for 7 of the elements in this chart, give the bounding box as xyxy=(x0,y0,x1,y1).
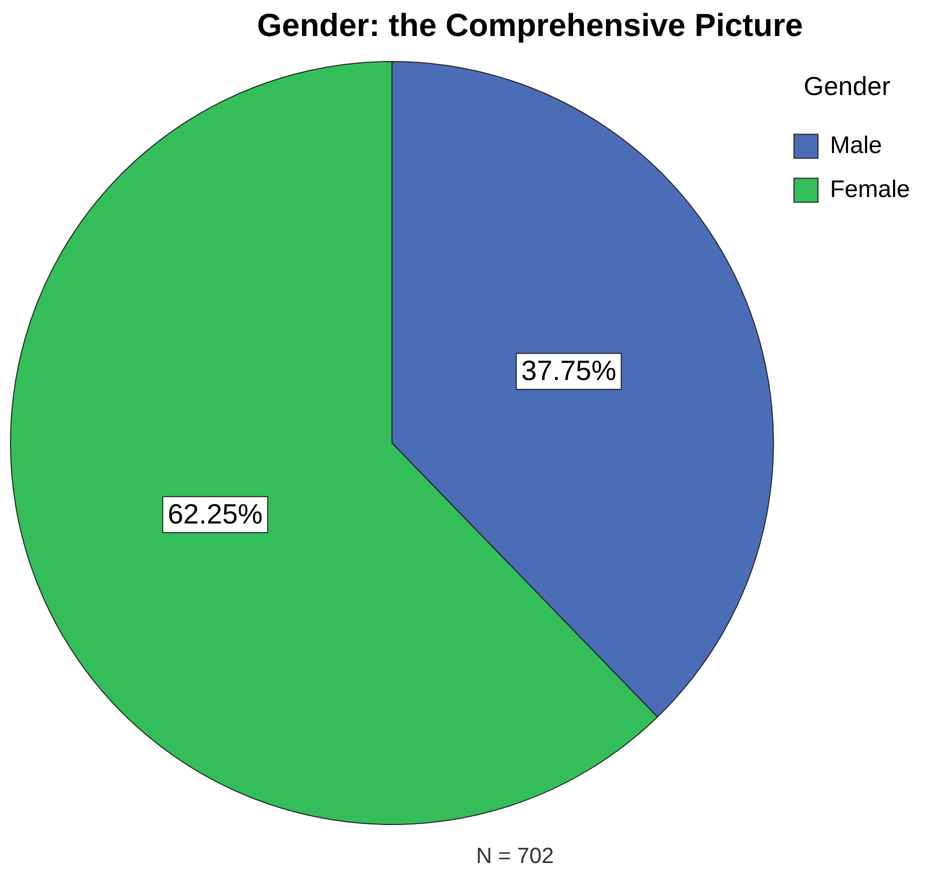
chart-title: Gender: the Comprehensive Picture xyxy=(256,6,804,44)
data-label: 62.25% xyxy=(168,498,263,530)
legend-title: Gender xyxy=(804,71,891,102)
text: N = 702 xyxy=(475,842,555,870)
legend-label: Male xyxy=(830,132,882,159)
legend-label: Female xyxy=(830,176,910,203)
data-label: 37.75% xyxy=(521,355,616,386)
